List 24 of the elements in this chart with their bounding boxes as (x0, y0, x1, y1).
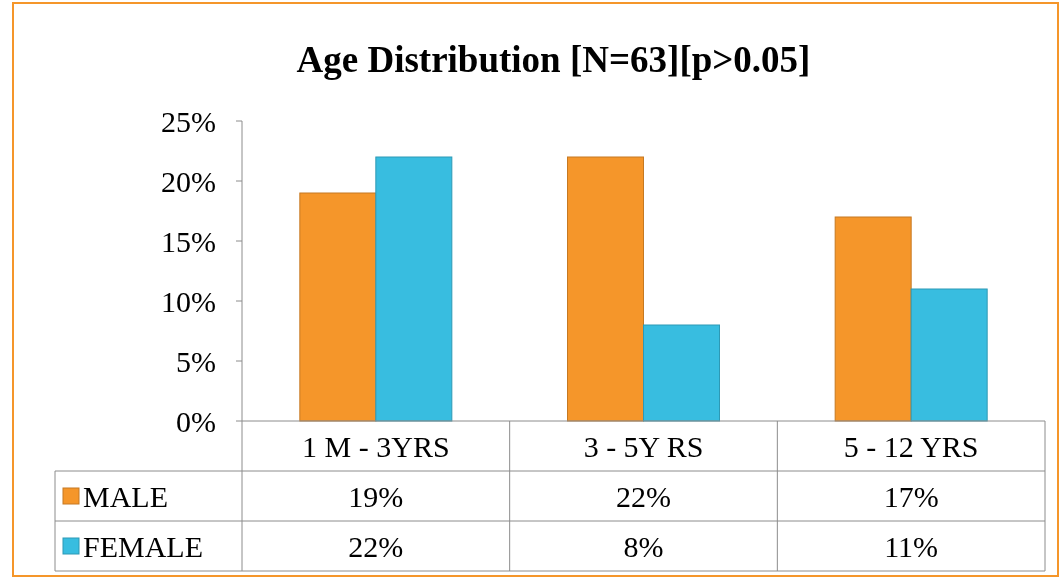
y-tick-label: 5% (176, 344, 216, 378)
bar (375, 156, 453, 422)
x-tick-label: 3 - 5Y RS (583, 429, 704, 463)
data-label: 11% (884, 529, 939, 563)
data-label: 17% (883, 479, 939, 513)
legend-label: FEMALE (83, 529, 203, 563)
y-tick-label: 10% (161, 284, 216, 318)
bar (299, 192, 377, 422)
x-tick-label: 5 - 12 YRS (843, 429, 979, 463)
y-tick-label: 25% (161, 104, 216, 138)
data-label: 8% (623, 529, 664, 563)
data-label: 22% (348, 529, 404, 563)
data-label: 22% (616, 479, 671, 513)
legend-label: MALE (83, 479, 168, 513)
y-tick-label: 15% (161, 224, 216, 258)
bar (834, 216, 912, 422)
y-tick-label: 0% (176, 404, 216, 438)
bar (643, 324, 720, 422)
chart-title: Age Distribution [N=63][p>0.05] (296, 39, 811, 80)
x-tick-label: 1 M - 3YRS (302, 429, 450, 463)
y-tick-label: 20% (161, 164, 216, 198)
bar (910, 288, 988, 422)
data-label: 19% (348, 479, 404, 513)
bar (567, 156, 644, 422)
